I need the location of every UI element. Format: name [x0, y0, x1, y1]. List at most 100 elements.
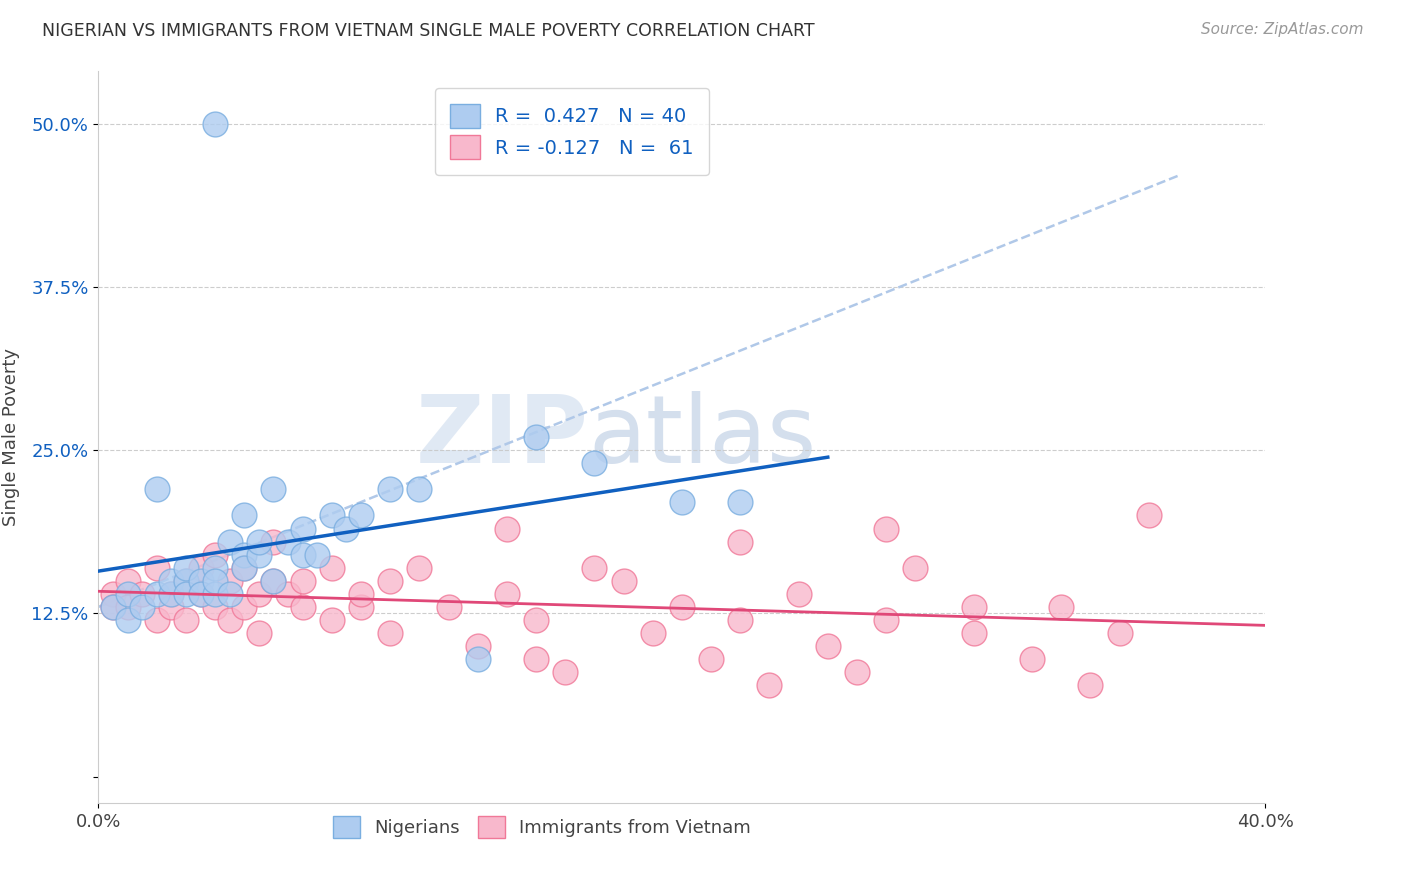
Text: ZIP: ZIP — [416, 391, 589, 483]
Point — [146, 587, 169, 601]
Point — [146, 613, 169, 627]
Point — [321, 613, 343, 627]
Point — [101, 599, 124, 614]
Point — [204, 587, 226, 601]
Point — [962, 626, 984, 640]
Point — [380, 483, 402, 497]
Point — [262, 483, 284, 497]
Point — [218, 613, 240, 627]
Point — [467, 652, 489, 666]
Point — [583, 456, 606, 470]
Point — [174, 613, 197, 627]
Point — [262, 574, 284, 588]
Point — [350, 508, 373, 523]
Point — [117, 613, 139, 627]
Point — [146, 483, 169, 497]
Text: NIGERIAN VS IMMIGRANTS FROM VIETNAM SINGLE MALE POVERTY CORRELATION CHART: NIGERIAN VS IMMIGRANTS FROM VIETNAM SING… — [42, 22, 815, 40]
Point — [190, 574, 212, 588]
Point — [291, 574, 314, 588]
Point — [335, 521, 357, 535]
Point — [160, 599, 183, 614]
Point — [160, 587, 183, 601]
Point — [408, 560, 430, 574]
Point — [380, 574, 402, 588]
Point — [262, 534, 284, 549]
Point — [277, 587, 299, 601]
Point — [146, 560, 169, 574]
Point — [190, 587, 212, 601]
Point — [962, 599, 984, 614]
Point — [160, 587, 183, 601]
Point — [321, 560, 343, 574]
Point — [730, 534, 752, 549]
Point — [817, 639, 839, 653]
Point — [233, 560, 256, 574]
Text: Source: ZipAtlas.com: Source: ZipAtlas.com — [1201, 22, 1364, 37]
Point — [671, 495, 693, 509]
Point — [730, 613, 752, 627]
Point — [350, 599, 373, 614]
Point — [875, 613, 897, 627]
Point — [174, 574, 197, 588]
Point — [174, 560, 197, 574]
Point — [117, 599, 139, 614]
Point — [117, 587, 139, 601]
Point — [1080, 678, 1102, 692]
Point — [524, 652, 547, 666]
Point — [700, 652, 723, 666]
Point — [131, 587, 153, 601]
Point — [291, 548, 314, 562]
Point — [408, 483, 430, 497]
Point — [846, 665, 869, 680]
Point — [131, 599, 153, 614]
Point — [277, 534, 299, 549]
Point — [204, 560, 226, 574]
Point — [291, 521, 314, 535]
Point — [233, 599, 256, 614]
Point — [350, 587, 373, 601]
Point — [204, 599, 226, 614]
Point — [641, 626, 664, 640]
Point — [583, 560, 606, 574]
Point — [190, 560, 212, 574]
Point — [307, 548, 329, 562]
Point — [467, 639, 489, 653]
Point — [1108, 626, 1130, 640]
Point — [524, 430, 547, 444]
Point — [904, 560, 927, 574]
Point — [218, 587, 240, 601]
Point — [612, 574, 634, 588]
Point — [671, 599, 693, 614]
Point — [730, 495, 752, 509]
Point — [524, 613, 547, 627]
Point — [554, 665, 576, 680]
Point — [1021, 652, 1043, 666]
Text: atlas: atlas — [589, 391, 817, 483]
Point — [321, 508, 343, 523]
Point — [1050, 599, 1073, 614]
Point — [437, 599, 460, 614]
Point — [174, 587, 197, 601]
Point — [247, 626, 270, 640]
Point — [496, 521, 519, 535]
Point — [233, 548, 256, 562]
Point — [160, 574, 183, 588]
Point — [247, 548, 270, 562]
Point — [117, 574, 139, 588]
Point — [190, 587, 212, 601]
Point — [233, 560, 256, 574]
Point — [875, 521, 897, 535]
Point — [496, 587, 519, 601]
Legend: Nigerians, Immigrants from Vietnam: Nigerians, Immigrants from Vietnam — [325, 808, 758, 845]
Point — [1137, 508, 1160, 523]
Point — [247, 534, 270, 549]
Point — [101, 587, 124, 601]
Point — [291, 599, 314, 614]
Point — [204, 117, 226, 131]
Point — [758, 678, 780, 692]
Point — [247, 587, 270, 601]
Point — [218, 534, 240, 549]
Point — [174, 574, 197, 588]
Point — [233, 508, 256, 523]
Point — [380, 626, 402, 640]
